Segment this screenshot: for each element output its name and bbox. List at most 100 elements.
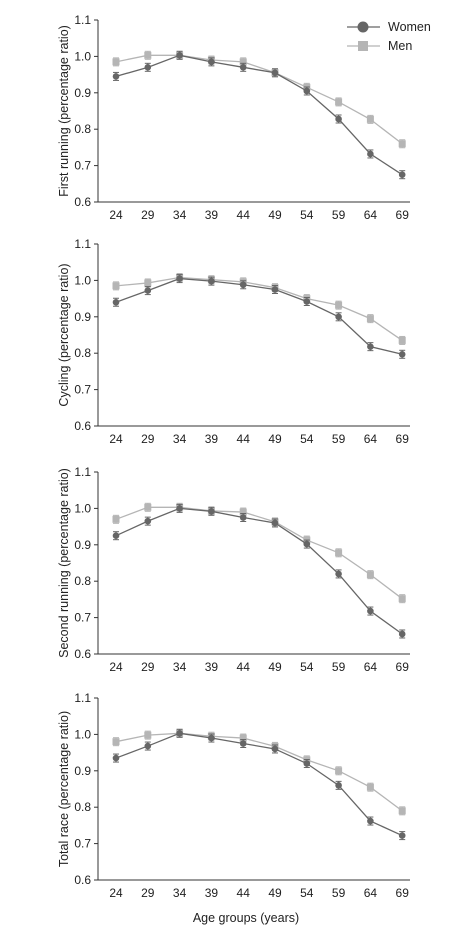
women-data-point xyxy=(303,760,311,767)
legend-women-label: Women xyxy=(388,20,431,34)
women-data-point xyxy=(112,73,120,80)
x-tick-label: 34 xyxy=(173,886,187,900)
y-tick-label: 0.6 xyxy=(74,647,91,661)
men-data-point xyxy=(239,58,247,66)
x-tick-label: 44 xyxy=(237,208,251,222)
women-data-point xyxy=(144,517,152,525)
y-tick-label: 1.0 xyxy=(74,273,91,287)
women-data-point xyxy=(144,742,152,750)
x-tick-label: 39 xyxy=(205,432,219,446)
x-tick-label: 69 xyxy=(396,886,410,900)
women-data-point xyxy=(398,832,406,839)
y-tick-label: 1.1 xyxy=(74,13,91,27)
men-data-point xyxy=(335,549,343,557)
x-tick-label: 69 xyxy=(396,660,410,674)
women-data-point xyxy=(303,87,311,95)
x-tick-label: 69 xyxy=(396,432,410,446)
men-data-point xyxy=(144,731,152,739)
y-tick-label: 0.6 xyxy=(74,873,91,887)
x-tick-label: 44 xyxy=(237,886,251,900)
women-data-point xyxy=(398,171,406,178)
women-data-point xyxy=(367,817,374,825)
y-tick-label: 1.1 xyxy=(74,465,91,479)
x-tick-label: 49 xyxy=(268,208,282,222)
men-data-point xyxy=(335,98,343,106)
x-tick-label: 59 xyxy=(332,208,346,222)
women-data-point xyxy=(112,754,120,762)
women-data-point xyxy=(367,343,374,350)
men-series-line xyxy=(115,276,403,341)
men-series-line xyxy=(115,732,403,812)
x-tick-label: 34 xyxy=(173,208,187,222)
x-tick-label: 44 xyxy=(237,432,251,446)
women-data-point xyxy=(303,298,311,305)
women-data-point xyxy=(239,514,247,521)
men-data-point xyxy=(398,807,406,815)
y-tick-label: 1.0 xyxy=(74,49,91,63)
women-data-point xyxy=(112,298,120,306)
men-data-point xyxy=(144,279,152,287)
chart-panel-4: 0.6 0.7 0.8 0.9 1.0 1.1 24 29 34 39 44 49 54 59 64 69 To… xyxy=(57,691,410,900)
x-tick-label: 54 xyxy=(300,886,314,900)
y-tick-label: 1.0 xyxy=(74,727,91,741)
women-data-point xyxy=(176,52,183,59)
x-tick-label: 59 xyxy=(332,660,346,674)
women-data-point xyxy=(367,150,374,158)
men-data-point xyxy=(239,508,247,516)
x-tick-label: 24 xyxy=(109,886,123,900)
y-axis-label: Cycling (percentage ratio) xyxy=(57,263,71,406)
y-tick-label: 0.6 xyxy=(74,195,91,209)
women-data-point xyxy=(335,115,342,123)
legend-men-label: Men xyxy=(388,39,412,53)
y-tick-label: 0.8 xyxy=(74,574,91,588)
men-data-point xyxy=(398,595,406,603)
x-tick-label: 29 xyxy=(141,432,155,446)
women-data-point xyxy=(208,734,215,742)
y-tick-label: 1.1 xyxy=(74,691,91,705)
x-tick-label: 64 xyxy=(364,208,378,222)
y-tick-label: 0.7 xyxy=(74,837,91,851)
chart-panel-1: 0.6 0.7 0.8 0.9 1.0 1.1 24 29 34 39 44 49 54 59 64 69 Fi… xyxy=(57,13,410,222)
y-axis-label: Total race (percentage ratio) xyxy=(57,711,71,867)
men-data-point xyxy=(335,301,343,309)
y-tick-label: 0.9 xyxy=(74,310,91,324)
y-tick-label: 0.9 xyxy=(74,538,91,552)
women-data-point xyxy=(239,281,247,289)
men-data-point xyxy=(366,315,374,323)
men-data-point xyxy=(366,115,374,123)
men-data-point xyxy=(366,571,374,579)
men-data-point xyxy=(398,336,406,344)
x-axis-title: Age groups (years) xyxy=(193,911,299,925)
women-series-line xyxy=(115,507,403,635)
men-data-point xyxy=(335,767,343,775)
women-data-point xyxy=(176,730,183,737)
men-data-point xyxy=(112,282,120,290)
y-tick-label: 0.6 xyxy=(74,419,91,433)
y-tick-label: 0.7 xyxy=(74,159,91,173)
x-tick-label: 49 xyxy=(268,432,282,446)
x-tick-label: 24 xyxy=(109,432,123,446)
men-data-point xyxy=(112,738,120,746)
women-data-point xyxy=(176,275,183,282)
women-series-line xyxy=(115,732,403,837)
x-tick-label: 24 xyxy=(109,208,123,222)
x-tick-label: 59 xyxy=(332,886,346,900)
women-data-point xyxy=(303,540,311,548)
women-data-point xyxy=(239,740,247,747)
y-axis-label: First running (percentage ratio) xyxy=(57,25,71,197)
x-tick-label: 29 xyxy=(141,886,155,900)
chart-panels: 0.6 0.7 0.8 0.9 1.0 1.1 24 29 34 39 44 49 54 59 64 69 Fi… xyxy=(57,13,410,900)
chart-panel-2: 0.6 0.7 0.8 0.9 1.0 1.1 24 29 34 39 44 49 54 59 64 69 Cy… xyxy=(57,237,410,446)
women-series-line xyxy=(115,277,403,355)
women-data-point xyxy=(398,630,406,638)
women-data-point xyxy=(271,69,279,77)
men-data-point xyxy=(239,734,247,742)
y-tick-label: 0.7 xyxy=(74,383,91,397)
women-data-point xyxy=(144,287,152,294)
women-data-point xyxy=(144,64,152,71)
y-tick-label: 0.8 xyxy=(74,346,91,360)
y-tick-label: 1.1 xyxy=(74,237,91,251)
y-tick-label: 0.9 xyxy=(74,86,91,100)
women-data-point xyxy=(208,508,215,515)
